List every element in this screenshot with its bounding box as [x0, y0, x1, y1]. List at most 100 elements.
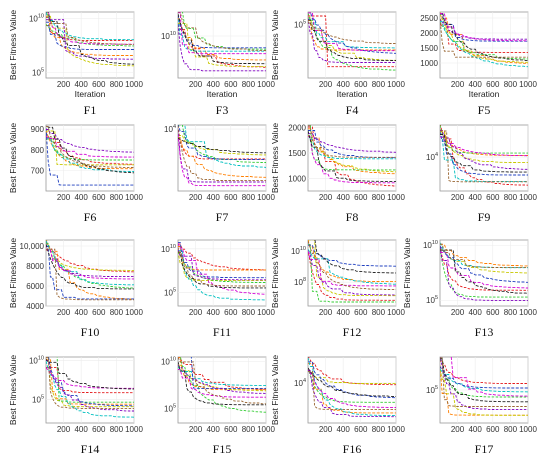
x-tick-label: 200 — [189, 308, 203, 317]
x-tick-label: 400 — [206, 193, 220, 202]
series-line — [440, 131, 528, 164]
panel-f5: 200 400 600 800 10001000150020002500Iteratio… — [420, 11, 537, 117]
panel-f9: 200 400 600 800 1000 104 F9 — [426, 124, 537, 224]
plot-area — [307, 356, 397, 424]
series-line — [178, 357, 266, 391]
x-tick-label: 600 — [92, 308, 106, 317]
x-tick-label: 1000 — [257, 193, 275, 202]
series-line — [178, 13, 266, 65]
series-line — [46, 243, 134, 290]
plot-area — [177, 124, 267, 192]
y-tick-label: 1500 — [420, 44, 438, 53]
y-axis-title: Best Fitness Value — [402, 238, 412, 309]
series-line — [46, 127, 134, 186]
x-tick-label: 400 — [336, 425, 350, 434]
x-axis-title: Iteration — [75, 89, 106, 99]
y-tick-label: 105 — [32, 395, 44, 405]
x-tick-label: 600 — [486, 308, 500, 317]
series-line — [308, 131, 396, 160]
series-line — [440, 131, 528, 176]
y-tick-label: 1010 — [423, 240, 438, 250]
y-tick-label: 2500 — [420, 14, 438, 23]
y-tick-label: 4000 — [26, 302, 44, 311]
series-line — [450, 357, 528, 397]
series-line — [178, 137, 266, 154]
series-line — [440, 359, 528, 384]
x-tick-label: 400 — [206, 425, 220, 434]
y-tick-label: 10,000 — [20, 242, 45, 251]
x-tick-label: 800 — [372, 193, 386, 202]
x-tick-label: 1000 — [125, 308, 143, 317]
series-line — [309, 12, 396, 54]
series-group — [440, 125, 528, 186]
x-tick-label: 200 — [451, 308, 465, 317]
y-tick-label: 1000 — [420, 59, 438, 68]
x-tick-label: 1000 — [519, 80, 537, 89]
series-group — [46, 125, 134, 186]
series-line — [308, 133, 396, 153]
series-line — [47, 357, 134, 408]
series-line — [46, 242, 134, 289]
x-tick-label: 800 — [110, 425, 124, 434]
x-tick-label: 600 — [92, 425, 106, 434]
panel-f14: 200 400 600 800 1000 105 1010 Best Fitness Valu… — [8, 355, 143, 456]
x-tick-label: 600 — [354, 80, 368, 89]
series-line — [178, 19, 266, 52]
series-line — [308, 357, 396, 386]
x-tick-label: 400 — [468, 308, 482, 317]
x-tick-label: 800 — [242, 308, 256, 317]
panel-f15: 200 400 600 800 1000 105 1010 F15 — [161, 356, 275, 456]
series-line — [178, 364, 266, 395]
panel-caption: F14 — [81, 442, 100, 456]
series-line — [440, 134, 528, 173]
series-line — [46, 19, 134, 60]
series-line — [308, 241, 396, 291]
y-tick-label: 105 — [164, 288, 176, 298]
series-line — [178, 125, 266, 163]
y-axis-title: Best Fitness Value — [8, 123, 18, 194]
series-line — [46, 132, 134, 172]
series-line — [46, 129, 134, 153]
series-line — [46, 130, 134, 166]
x-tick-label: 400 — [74, 425, 88, 434]
x-tick-label: 400 — [468, 425, 482, 434]
x-tick-label: 800 — [504, 193, 518, 202]
x-tick-label: 1000 — [387, 193, 405, 202]
series-line — [440, 130, 528, 183]
panel-caption: F3 — [216, 103, 229, 117]
x-tick-label: 400 — [468, 193, 482, 202]
x-axis-title: Iteration — [469, 89, 500, 99]
x-tick-label: 200 — [57, 193, 71, 202]
series-line — [440, 21, 528, 68]
x-tick-label: 1000 — [519, 308, 537, 317]
y-tick-label: 700 — [31, 166, 45, 175]
y-tick-label: 105 — [164, 404, 176, 414]
series-line — [440, 357, 528, 407]
series-line — [46, 249, 134, 271]
series-line — [440, 368, 528, 393]
panel-f12: 200 400 600 800 1000 108 1010 Best Fitness Valu… — [270, 238, 405, 339]
panel-f1: 200 400 600 800 1000 105 1010 Best Fitness Valu… — [8, 10, 143, 117]
plot-area — [177, 11, 267, 79]
series-line — [46, 360, 134, 418]
x-tick-label: 400 — [468, 80, 482, 89]
series-line — [46, 12, 134, 67]
series-line — [178, 137, 266, 178]
series-line — [440, 246, 528, 291]
x-tick-label: 400 — [336, 80, 350, 89]
series-line — [46, 12, 134, 41]
series-line — [46, 249, 134, 280]
series-line — [178, 23, 266, 68]
series-line — [440, 243, 528, 269]
series-line — [308, 361, 396, 399]
series-line — [440, 244, 528, 267]
series-group — [178, 241, 266, 301]
y-tick-label: 2000 — [420, 29, 438, 38]
panel-caption: F9 — [478, 210, 491, 224]
series-line — [56, 357, 134, 403]
series-line — [46, 248, 134, 301]
series-line — [440, 18, 528, 58]
panel-caption: F10 — [81, 325, 100, 339]
series-line — [440, 136, 528, 182]
